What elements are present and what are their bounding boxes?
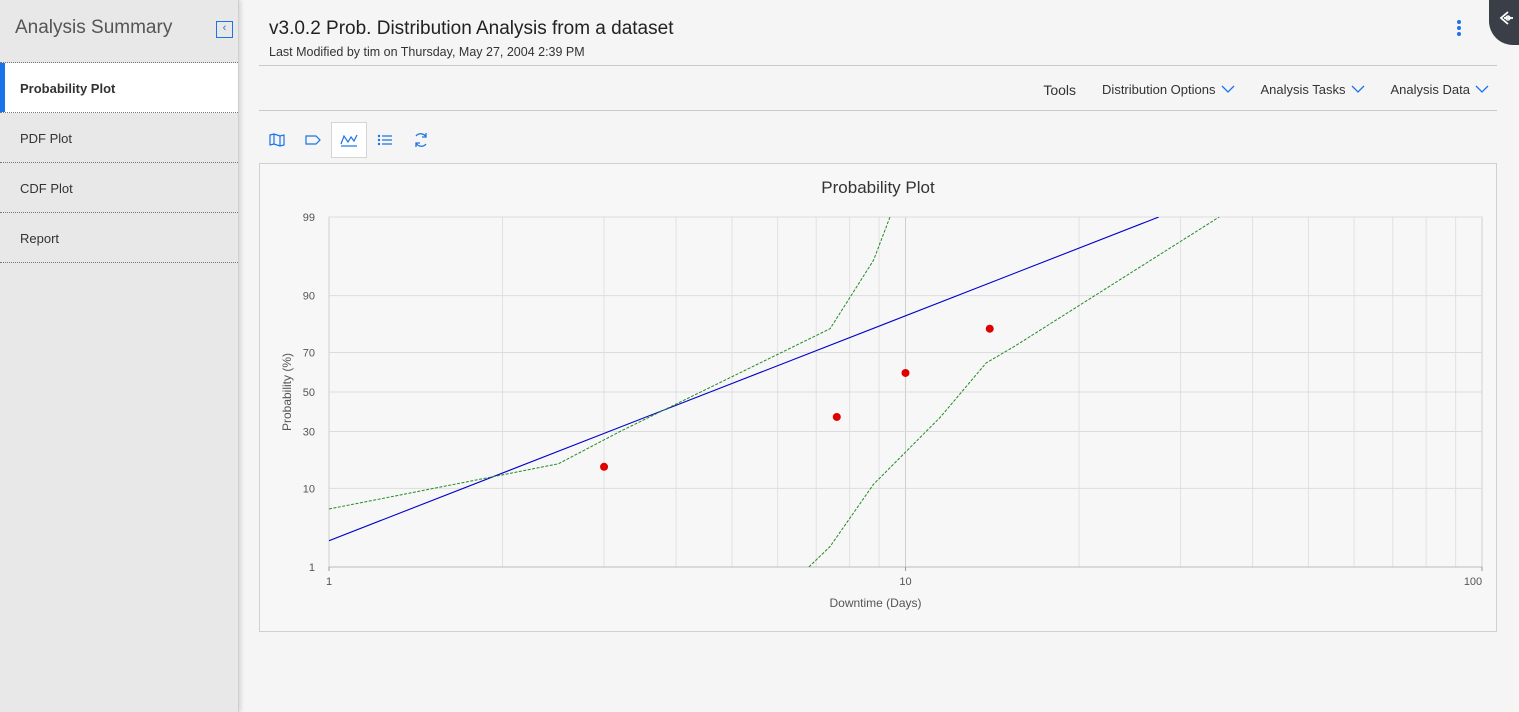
analysis-data-label: Analysis Data	[1390, 81, 1470, 97]
x-tick-label: 10	[899, 576, 911, 588]
analysis-tasks-label: Analysis Tasks	[1260, 81, 1346, 97]
x-tick-label: 1	[326, 576, 332, 588]
sidebar-item-probability-plot[interactable]: Probability Plot	[0, 63, 238, 113]
sidebar: Analysis Summary ‹ Probability Plot PDF …	[0, 0, 239, 712]
sidebar-item-label: Report	[20, 231, 60, 246]
page-subtitle: Last Modified by tim on Thursday, May 27…	[269, 45, 585, 59]
probability-plot-panel: 1 10 30 50 70 90 99 1 10 100 Probability Plot Downt…	[259, 163, 1497, 632]
refresh-button[interactable]	[403, 122, 439, 158]
x-tick-label: 100	[1464, 576, 1482, 588]
sidebar-item-pdf-plot[interactable]: PDF Plot	[0, 113, 238, 163]
y-tick-label: 1	[309, 562, 315, 574]
list-icon	[377, 134, 392, 146]
analysis-tasks-menu[interactable]: Analysis Tasks	[1261, 82, 1365, 97]
page-title: v3.0.2 Prob. Distribution Analysis from …	[269, 18, 674, 39]
sidebar-title: Analysis Summary	[15, 17, 173, 38]
refresh-icon	[415, 133, 427, 147]
upper-confidence-bound	[329, 217, 891, 510]
sidebar-item-label: Probability Plot	[20, 81, 116, 96]
analysis-data-menu[interactable]: Analysis Data	[1391, 82, 1489, 97]
tools-label: Tools	[1043, 82, 1077, 98]
lower-confidence-bound	[808, 217, 1220, 567]
distribution-options-menu[interactable]: Distribution Options	[1102, 82, 1234, 97]
chart-icon	[340, 134, 358, 147]
tools-menu[interactable]: Tools	[1043, 82, 1076, 98]
chart-title: Probability Plot	[821, 178, 935, 197]
label-button[interactable]	[295, 122, 331, 158]
y-axis-label: Probability (%)	[280, 353, 294, 431]
data-point	[600, 462, 609, 471]
y-tick-label: 50	[303, 387, 315, 399]
data-point	[985, 324, 994, 333]
list-button[interactable]	[367, 122, 403, 158]
y-tick-label: 70	[303, 348, 315, 360]
map-icon	[269, 133, 285, 147]
distribution-options-label: Distribution Options	[1102, 81, 1216, 97]
plot-toolbar	[259, 122, 439, 158]
sidebar-item-cdf-plot[interactable]: CDF Plot	[0, 163, 238, 213]
y-tick-label: 99	[303, 212, 315, 224]
collapse-sidebar-button[interactable]: ‹	[216, 21, 233, 38]
data-point	[901, 368, 910, 377]
menu-divider	[259, 110, 1497, 111]
sidebar-item-report[interactable]: Report	[0, 213, 238, 263]
x-axis-label: Downtime (Days)	[829, 596, 921, 610]
main-content: v3.0.2 Prob. Distribution Analysis from …	[239, 0, 1519, 712]
data-point	[832, 412, 841, 421]
more-options-button[interactable]	[1451, 19, 1467, 39]
y-tick-label: 90	[303, 291, 315, 303]
exit-button[interactable]	[1489, 0, 1519, 45]
fit-line	[329, 217, 1159, 542]
chevron-down-icon	[1221, 85, 1234, 93]
chart-button[interactable]	[331, 122, 367, 158]
menu-bar: Tools Distribution Options Analysis Task…	[1017, 80, 1489, 98]
sidebar-item-label: PDF Plot	[20, 131, 73, 146]
chevron-down-icon	[1351, 85, 1364, 93]
sidebar-item-label: CDF Plot	[20, 181, 73, 196]
header-divider	[259, 65, 1497, 66]
chevron-left-icon: ‹	[222, 22, 227, 34]
kebab-menu-icon	[1451, 20, 1467, 36]
y-tick-label: 10	[303, 483, 315, 495]
probability-plot-chart: 1 10 30 50 70 90 99 1 10 100 Probability Plot Downt…	[280, 178, 1483, 610]
exit-icon	[1499, 11, 1513, 25]
chevron-down-icon	[1475, 85, 1489, 93]
label-icon	[305, 135, 321, 145]
map-button[interactable]	[259, 122, 295, 158]
sidebar-header: Analysis Summary ‹	[0, 0, 238, 63]
y-tick-label: 30	[303, 426, 315, 438]
